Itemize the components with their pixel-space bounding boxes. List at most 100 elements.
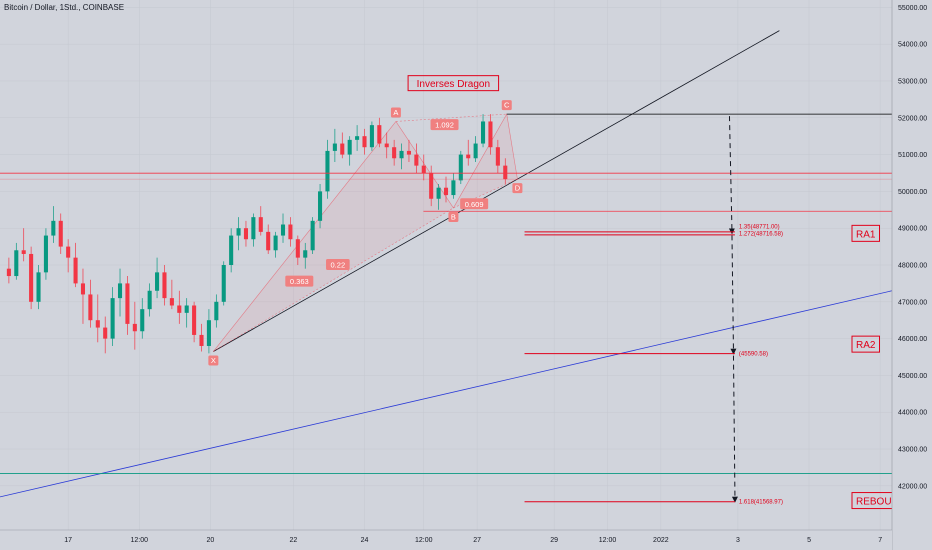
trend-line-black bbox=[213, 30, 780, 352]
candle bbox=[6, 257, 11, 284]
candle bbox=[399, 143, 404, 170]
pattern-xb-dashed bbox=[213, 207, 454, 352]
candle bbox=[318, 184, 323, 229]
pattern-point-a: A bbox=[390, 107, 401, 118]
candle bbox=[414, 143, 419, 173]
candle bbox=[458, 150, 463, 185]
candle bbox=[392, 139, 397, 166]
price-tick-label: 44000.00 bbox=[898, 410, 927, 417]
candle-body bbox=[125, 283, 130, 324]
candle bbox=[266, 224, 271, 254]
candle-body bbox=[458, 154, 463, 181]
time-tick-label: 2022 bbox=[653, 537, 669, 544]
candle bbox=[473, 136, 478, 162]
candle-body bbox=[6, 268, 11, 277]
candle-body bbox=[117, 283, 123, 299]
pattern-point-bg bbox=[390, 107, 401, 118]
chart-title: Bitcoin / Dollar, 1Std., COINBASE bbox=[4, 3, 124, 12]
candle bbox=[221, 261, 226, 306]
pattern-ratio: 0.609 bbox=[460, 198, 489, 210]
time-tick-label: 12:00 bbox=[599, 537, 617, 544]
time-tick-label: 27 bbox=[473, 537, 481, 544]
target-arrow bbox=[730, 235, 737, 355]
candle bbox=[110, 287, 115, 346]
candle-body bbox=[466, 154, 471, 159]
candle bbox=[162, 265, 167, 306]
time-tick-label: 7 bbox=[878, 537, 882, 544]
candle bbox=[355, 125, 360, 151]
pattern-point-label: C bbox=[504, 101, 510, 110]
candle bbox=[325, 139, 330, 199]
time-tick-label: 12:00 bbox=[131, 537, 149, 544]
candle-body bbox=[362, 136, 367, 148]
candle-body bbox=[429, 172, 434, 199]
trend-lines bbox=[0, 30, 893, 498]
pattern-ratio-bg bbox=[430, 119, 459, 131]
candle-body bbox=[488, 121, 493, 148]
candle bbox=[340, 132, 345, 159]
candle-body bbox=[355, 136, 360, 140]
candle-body bbox=[399, 150, 404, 159]
time-tick-label: 12:00 bbox=[415, 537, 433, 544]
candle-body bbox=[303, 250, 308, 258]
price-axis: 42000.00 43000.00 44000.00 45000.00 46000.00… bbox=[891, 0, 932, 550]
candle bbox=[29, 246, 34, 310]
candle bbox=[288, 217, 293, 247]
candle-body bbox=[295, 239, 300, 258]
candle-body bbox=[132, 323, 137, 332]
candle bbox=[347, 136, 352, 166]
price-tick-label: 43000.00 bbox=[898, 447, 927, 454]
candle-body bbox=[503, 165, 508, 180]
candle-body bbox=[192, 305, 197, 335]
pattern-ac-dashed bbox=[395, 113, 507, 122]
candle-body bbox=[377, 125, 382, 144]
candle bbox=[429, 165, 434, 207]
candle bbox=[206, 309, 211, 354]
candle-body bbox=[155, 272, 160, 291]
targets: 1.272(48716.58)1.35(48771.00) RA1 (45590.5… bbox=[524, 116, 899, 510]
target-box-label: REBOUN bbox=[856, 497, 899, 508]
pattern-ratio-label: 0.22 bbox=[331, 261, 346, 270]
candle bbox=[155, 257, 160, 299]
target-ra1: 1.272(48716.58)1.35(48771.00) RA1 bbox=[524, 224, 880, 242]
price-tick-label: 53000.00 bbox=[898, 78, 927, 85]
candle-body bbox=[258, 217, 263, 232]
time-axis-bg bbox=[0, 530, 892, 550]
candle bbox=[503, 158, 508, 185]
candle bbox=[406, 139, 411, 162]
pattern-name-label: Inverses Dragon bbox=[417, 79, 490, 90]
price-axis-bg bbox=[892, 0, 932, 550]
candle-body bbox=[58, 220, 63, 247]
candle bbox=[43, 228, 48, 280]
candle-body bbox=[80, 283, 86, 295]
candle bbox=[169, 279, 174, 310]
candle-body bbox=[140, 309, 145, 332]
candle bbox=[117, 268, 123, 317]
candle bbox=[384, 132, 389, 159]
price-tick-label: 49000.00 bbox=[898, 226, 927, 233]
candle bbox=[466, 139, 471, 166]
candle-body bbox=[206, 320, 211, 346]
pattern-point-label: D bbox=[515, 184, 521, 193]
candle bbox=[377, 117, 382, 148]
target-ra2: (45590.58) RA2 bbox=[524, 335, 880, 358]
candle bbox=[251, 213, 256, 247]
candle-body bbox=[236, 228, 241, 236]
candle bbox=[303, 242, 308, 269]
candle bbox=[451, 172, 456, 199]
candle-body bbox=[421, 165, 426, 173]
candle bbox=[95, 294, 100, 343]
candle-body bbox=[21, 250, 26, 254]
candle bbox=[177, 290, 182, 324]
candle-body bbox=[325, 150, 330, 192]
pattern-name-box: Inverses Dragon bbox=[407, 75, 500, 92]
candle bbox=[36, 265, 41, 310]
price-tick-label: 45000.00 bbox=[898, 373, 927, 380]
price-tick-label: 46000.00 bbox=[898, 336, 927, 343]
candle bbox=[488, 114, 493, 155]
candle-body bbox=[103, 327, 108, 339]
pattern-point-bg bbox=[448, 211, 459, 222]
candle-body bbox=[162, 272, 167, 299]
candle bbox=[88, 279, 93, 328]
